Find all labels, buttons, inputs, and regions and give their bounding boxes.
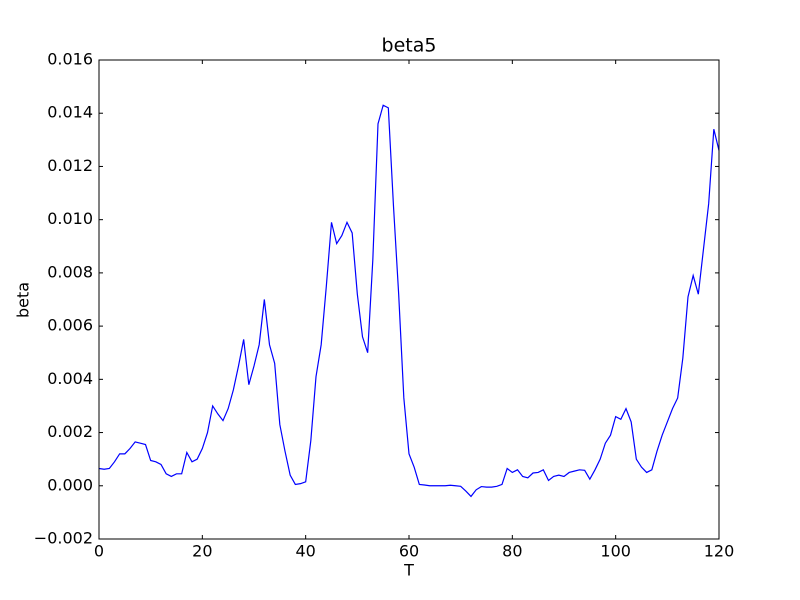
y-tick-label: 0.002 xyxy=(47,422,93,441)
x-tick-label: 60 xyxy=(399,542,419,561)
x-axis-label: T xyxy=(403,561,414,580)
y-tick-label: 0.004 xyxy=(47,369,93,388)
y-tick-label: 0.006 xyxy=(47,316,93,335)
y-tick-label: 0.014 xyxy=(47,103,93,122)
chart-title: beta5 xyxy=(382,35,437,57)
x-tick-label: 0 xyxy=(94,542,104,561)
x-tick-label: 120 xyxy=(704,542,735,561)
y-tick-label: 0.012 xyxy=(47,156,93,175)
x-tick-label: 20 xyxy=(192,542,212,561)
data-line xyxy=(98,104,720,498)
y-tick-label: 0.016 xyxy=(47,50,93,69)
y-axis-label: beta xyxy=(14,282,33,318)
y-tick-label: 0.010 xyxy=(47,209,93,228)
y-tick-label: −0.002 xyxy=(34,529,93,548)
y-tick-label: 0.008 xyxy=(47,262,93,281)
x-tick-label: 80 xyxy=(502,542,522,561)
x-tick-label: 100 xyxy=(600,542,631,561)
y-tick-label: 0.000 xyxy=(47,475,93,494)
x-tick-label: 40 xyxy=(295,542,315,561)
